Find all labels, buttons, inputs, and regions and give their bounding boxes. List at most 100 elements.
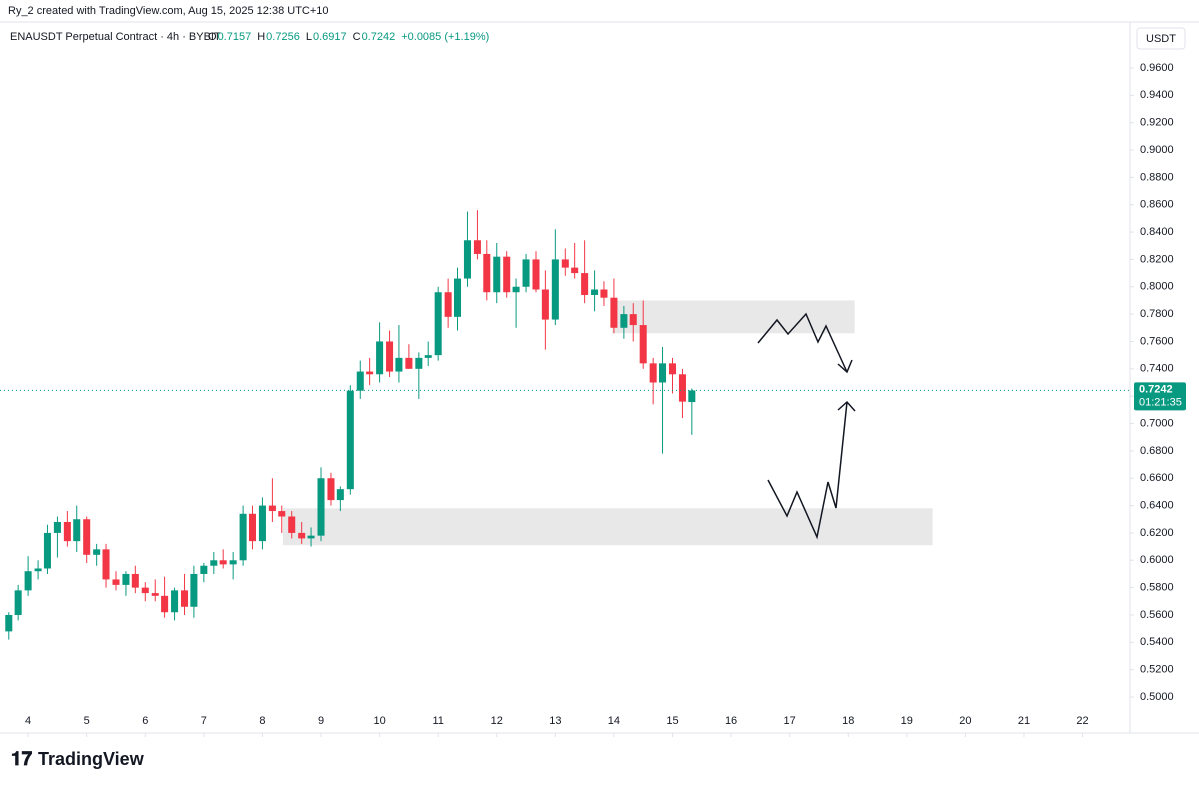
candle-body xyxy=(5,614,13,632)
zone xyxy=(282,508,933,546)
y-tick-label: 0.6400 xyxy=(1140,499,1174,511)
ohlc-legend: O 0.7157 H 0.7256 L 0.6917 C 0.7242 +0.0085 (+1.… xyxy=(208,31,489,43)
candle-body xyxy=(24,571,32,591)
candle-body xyxy=(453,278,462,317)
candle-body xyxy=(327,478,335,501)
x-tick-label: 5 xyxy=(84,715,90,727)
y-tick-label: 0.5000 xyxy=(1140,691,1174,703)
x-tick-label: 4 xyxy=(25,715,31,727)
ohlc-value: 0.7157 xyxy=(218,31,252,43)
ohlc-value: 0.6917 xyxy=(313,31,347,43)
currency-box xyxy=(1136,27,1186,50)
candle-body xyxy=(600,289,608,298)
x-tick-label: 21 xyxy=(1018,715,1030,727)
candle-body xyxy=(688,390,696,403)
candle-body xyxy=(258,505,266,542)
y-tick-label: 0.9000 xyxy=(1140,144,1174,156)
x-tick-label: 10 xyxy=(373,715,385,727)
candle-body xyxy=(229,560,237,565)
brand-logo: 𝟏𝟕 xyxy=(11,749,33,770)
x-tick-label: 13 xyxy=(549,715,561,727)
candle-body xyxy=(620,314,628,328)
candle-body xyxy=(415,357,423,369)
candle-body xyxy=(102,549,110,580)
y-tick-label: 0.8600 xyxy=(1140,199,1174,211)
y-tick-label: 0.5200 xyxy=(1140,664,1174,676)
candle-body xyxy=(366,371,374,375)
candle-body xyxy=(171,590,179,613)
x-tick-label: 16 xyxy=(725,715,737,727)
candles xyxy=(5,210,696,640)
candle-body xyxy=(678,374,686,402)
ohlc-value: 0.7242 xyxy=(362,31,396,43)
candle-body xyxy=(512,286,520,293)
y-tick-label: 0.7000 xyxy=(1140,417,1174,429)
y-tick-label: 0.8000 xyxy=(1140,281,1174,293)
candle-body xyxy=(629,314,637,326)
y-tick-label: 0.6000 xyxy=(1140,554,1174,566)
y-tick-label: 0.6600 xyxy=(1140,472,1174,484)
arrow-head xyxy=(837,400,856,412)
candle-body xyxy=(307,535,315,539)
candle-body xyxy=(405,357,413,369)
candle-body xyxy=(571,267,579,274)
y-tick-label: 0.7600 xyxy=(1140,335,1174,347)
candle-body xyxy=(532,259,540,290)
candle-body xyxy=(424,355,432,358)
y-tick-label: 0.5800 xyxy=(1140,582,1174,594)
candle-body xyxy=(131,573,139,588)
candle-body xyxy=(248,513,256,542)
candle-body xyxy=(541,289,549,320)
y-tick-label: 0.8200 xyxy=(1140,253,1174,265)
y-tick-label: 0.5400 xyxy=(1140,636,1174,648)
ohlc-change: +0.0085 (+1.19%) xyxy=(401,31,489,43)
zones xyxy=(282,300,933,546)
arrow-head xyxy=(837,359,853,374)
candle-body xyxy=(14,590,22,615)
candle-body xyxy=(493,256,501,293)
candle-body xyxy=(376,341,384,375)
x-tick-label: 7 xyxy=(201,715,207,727)
candle-body xyxy=(200,565,208,574)
candle-body xyxy=(151,593,159,596)
candle-body xyxy=(190,573,198,607)
candle-body xyxy=(336,489,344,501)
candle-body xyxy=(298,532,306,539)
candle-body xyxy=(43,532,51,569)
candle-body xyxy=(561,259,569,268)
candle-body xyxy=(73,519,81,542)
credit: Ry_2 created with TradingView.com, Aug 1… xyxy=(8,5,329,17)
candle-body xyxy=(34,568,42,572)
y-tick-label: 0.7800 xyxy=(1140,308,1174,320)
price-label-box xyxy=(1134,382,1186,411)
x-tick-label: 9 xyxy=(318,715,324,727)
candle-body xyxy=(551,259,559,320)
y-tick-label: 0.6800 xyxy=(1140,445,1174,457)
x-tick-label: 12 xyxy=(491,715,503,727)
price-label: 0.7242 xyxy=(1139,383,1173,395)
projection-arrow-down xyxy=(757,312,848,373)
ohlc-value: 0.7256 xyxy=(266,31,300,43)
y-tick-label: 0.6200 xyxy=(1140,527,1174,539)
ohlc-label: C xyxy=(353,31,361,43)
candle-body xyxy=(141,587,149,594)
ohlc-label: O xyxy=(208,31,217,43)
candle-body xyxy=(591,289,599,295)
candle-body xyxy=(112,579,120,585)
candle-body xyxy=(346,390,354,490)
candle-body xyxy=(668,363,677,375)
y-tick-label: 0.8800 xyxy=(1140,171,1174,183)
candle-body xyxy=(288,516,296,533)
candle-body xyxy=(83,519,91,555)
candle-body xyxy=(53,521,61,533)
candle-body xyxy=(659,363,667,383)
ohlc-label: L xyxy=(306,31,312,43)
candle-body xyxy=(210,560,218,566)
candle-body xyxy=(649,363,657,383)
candle-body xyxy=(463,240,471,279)
candle-body xyxy=(219,560,227,565)
candle-body xyxy=(483,253,491,293)
candle-body xyxy=(444,292,452,317)
